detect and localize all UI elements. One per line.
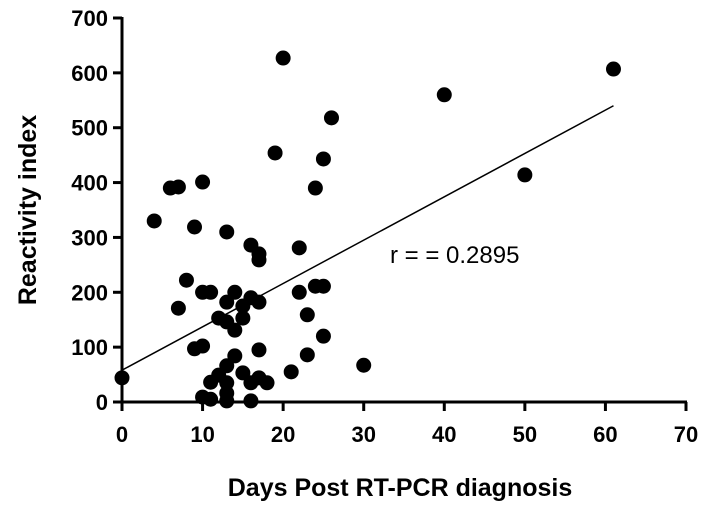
point — [227, 348, 243, 364]
x-axis-label: Days Post RT-PCR diagnosis — [228, 474, 573, 502]
point — [219, 224, 235, 240]
y-tick-label: 300 — [71, 225, 108, 250]
point — [299, 307, 315, 323]
point — [259, 375, 275, 391]
point — [170, 179, 186, 195]
point — [315, 151, 331, 167]
point — [323, 110, 339, 126]
point — [299, 347, 315, 363]
point — [235, 310, 251, 326]
y-tick-label: 0 — [96, 390, 108, 415]
y-tick-label: 600 — [71, 61, 108, 86]
point — [275, 50, 291, 66]
point — [170, 300, 186, 316]
point — [267, 145, 283, 161]
x-tick-label: 60 — [593, 422, 617, 447]
point — [315, 328, 331, 344]
x-tick-label: 10 — [190, 422, 214, 447]
point — [195, 174, 211, 190]
x-tick-label: 20 — [271, 422, 295, 447]
point — [146, 213, 162, 229]
point — [291, 240, 307, 256]
point — [114, 370, 130, 386]
fit-line — [121, 105, 614, 371]
point — [243, 393, 259, 409]
y-tick-label: 200 — [71, 280, 108, 305]
point — [203, 391, 219, 407]
point — [219, 393, 235, 409]
point — [517, 167, 533, 183]
y-axis-label: Reactivity index — [14, 115, 42, 305]
point — [195, 338, 211, 354]
y-tick-label: 400 — [71, 171, 108, 196]
point — [187, 219, 203, 235]
y-tick-label: 500 — [71, 116, 108, 141]
x-tick-label: 40 — [432, 422, 456, 447]
point — [251, 294, 267, 310]
annotation: r = = 0.2895 — [390, 242, 519, 269]
y-tick-label: 700 — [71, 6, 108, 31]
x-tick-label: 50 — [513, 422, 537, 447]
point — [283, 364, 299, 380]
point — [291, 284, 307, 300]
y-tick-label: 100 — [71, 335, 108, 360]
point — [356, 357, 372, 373]
point — [251, 342, 267, 358]
x-tick-label: 30 — [351, 422, 375, 447]
point — [203, 284, 219, 300]
point — [307, 180, 323, 196]
point — [219, 375, 235, 391]
point — [436, 87, 452, 103]
point — [315, 278, 331, 294]
point — [227, 322, 243, 338]
x-tick-label: 0 — [116, 422, 128, 447]
point — [605, 61, 621, 77]
x-tick-label: 70 — [674, 422, 698, 447]
point — [227, 284, 243, 300]
point — [251, 252, 267, 268]
point — [178, 272, 194, 288]
